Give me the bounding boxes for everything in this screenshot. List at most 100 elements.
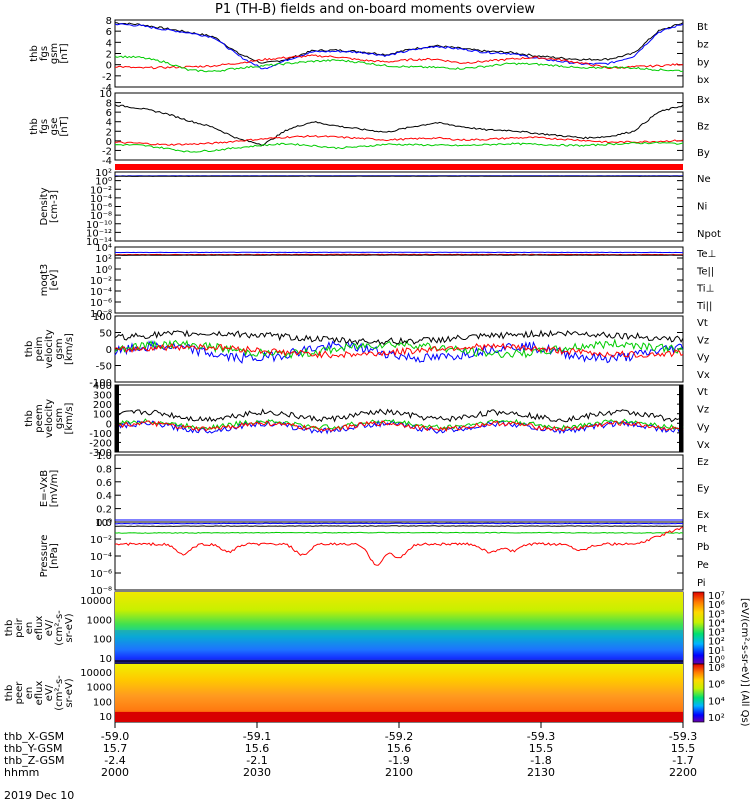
legend-entry: Bx [697,95,710,106]
y-tick-label: 6 [106,108,112,119]
legend-entry: Vt [697,387,708,398]
x-axis-value: 15.5 [529,742,554,755]
y-axis-label: peim [34,336,45,361]
spectrogram-y-label: peer [14,681,25,705]
x-axis-value: -59.1 [243,730,271,743]
x-axis-value: -59.3 [669,730,697,743]
trace-red [114,420,684,432]
trace-blue [114,522,684,525]
colorbar-tick-label: 10³ [708,628,725,639]
legend-entry: by [697,57,709,68]
y-tick-label: -300 [89,448,112,459]
y-tick-label: 0.6 [96,478,112,489]
spectrogram-tick-label: 10 [99,712,112,723]
y-tick-label: 100 [93,312,112,323]
y-axis-label: [nT] [59,116,70,136]
panel-frame [114,384,684,453]
density-ne-band [115,164,683,170]
y-axis-label: moqt3 [39,264,50,297]
y-axis-label: Density [39,187,50,225]
y-tick-label: 4 [106,118,112,129]
spectrogram-y-label: eflux [34,681,45,706]
legend-entry: Bz [697,122,709,133]
trace-black [114,525,684,527]
spectrogram-y-label: thb [4,620,15,637]
x-axis-value: 2130 [527,766,555,779]
y-tick-label: 400 [93,381,112,392]
y-tick-label: 10⁰ [95,177,112,188]
spectrogram-y-label: (cm²-s- [54,675,65,711]
y-axis-label: Pressure [39,535,50,578]
y-axis-label: thb [29,118,40,135]
y-tick-label: 0.8 [96,464,112,475]
y-axis-label: gsm [49,43,60,64]
y-tick-label: 10⁻¹² [86,228,112,239]
y-tick-label: -100 [89,429,112,440]
y-axis-label: [nPa] [49,543,60,569]
spectrogram-y-label: en [24,687,35,700]
y-tick-label: 8 [106,16,112,27]
y-axis-label: thb [24,341,35,358]
y-tick-label: 10² [95,254,112,265]
y-tick-label: 2 [106,127,112,138]
y-axis-label: fgs [39,119,50,134]
x-axis-value: -59.2 [385,730,413,743]
spectrogram-tick-label: 100 [93,635,112,646]
x-axis-value: 2030 [243,766,271,779]
legend-entry: Pe [697,560,709,571]
y-tick-label: 10⁻⁴ [90,552,112,563]
panel-e_field: 1.0 0.8 0.6 0.4 0.2 0.0 E=-VxB [mV/m] Ez Ey Ex [39,451,709,529]
panel-pressure: 10⁰ 10⁻² 10⁻⁴ 10⁻⁶ 10⁻⁸ Pressure [nPa] Pt Pb Pe Pi [39,518,709,597]
y-axis-label: [eV] [49,270,60,291]
y-tick-label: 0 [106,419,112,430]
x-axis-value: -59.3 [527,730,555,743]
y-tick-label: 200 [93,400,112,411]
y-axis-label: gsm [54,338,65,359]
spectrogram-y-label: (cm²-s- [54,610,65,646]
legend-entry: Ez [697,457,709,468]
colorbar-tick-label: 10⁷ [708,591,725,602]
x-axis-value: -2.4 [104,754,125,767]
colorbar-bottom-bar [692,663,705,723]
spectrogram-tick-label: 100 [93,697,112,708]
y-tick-label: 10² [95,168,112,179]
legend-entry: bx [697,75,709,86]
legend-entry: By [697,148,710,159]
legend-entry: Vy [697,353,710,364]
legend-entry: Vz [697,335,709,346]
y-tick-label: 0.4 [96,491,112,502]
colorbar-tick-label: 10⁸ [708,663,725,674]
y-tick-label: 10⁻⁸ [90,309,112,320]
legend-entry: bz [697,40,709,51]
y-tick-label: 0.2 [96,505,112,516]
trace-blue [114,340,684,364]
trace-green [114,531,684,534]
colorbar-tick-label: 10² [708,713,725,724]
spectrogram-y-label: peir [14,617,25,637]
trace-black [114,408,684,423]
y-tick-label: -200 [89,438,112,449]
spectrogram-y-label: eV/ [44,619,55,636]
legend-entry: Te|| [696,266,714,277]
spectrogram-y-label: sr-eV) [64,678,75,707]
peem-edge-right [679,385,683,452]
legend-entry: Pb [697,542,709,553]
spectrogram-y-label: sr-eV) [64,613,75,642]
legend-entry: Vt [697,318,708,329]
y-axis-label: thb [24,410,35,427]
x-axis-value: -1.9 [388,754,409,767]
y-tick-label: -2 [102,146,112,157]
y-tick-label: 50 [99,329,112,340]
y-tick-label: 0.0 [96,518,112,529]
y-axis-label: velocity [44,399,55,438]
y-axis-label: [mV/m] [49,470,60,508]
legend-entry: Te⊥ [696,249,716,260]
spectrogram-y-label: thb [4,685,15,702]
y-tick-label: 10⁻⁴ [90,287,112,298]
trace-black [114,329,684,346]
legend-entry: Pt [697,524,707,535]
y-tick-label: 6 [106,27,112,38]
